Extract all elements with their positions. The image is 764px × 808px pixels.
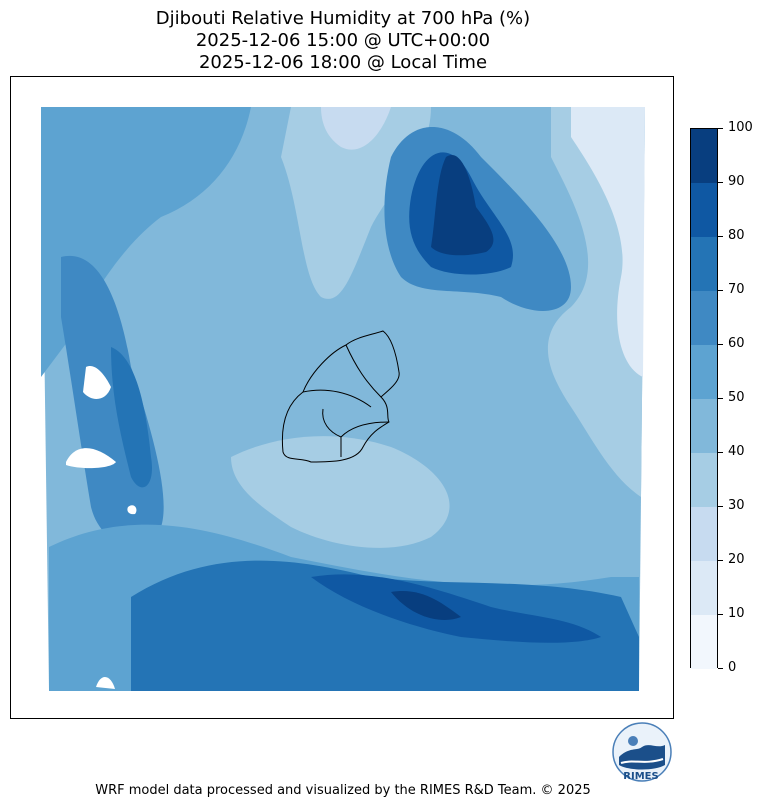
contour-west-band-dark bbox=[111, 347, 152, 488]
colorbar-tick-mark bbox=[718, 397, 723, 399]
contour-east-lighter bbox=[571, 107, 645, 377]
colorbar-tick-mark bbox=[718, 181, 723, 183]
colorbar-tick-label: 60 bbox=[728, 336, 745, 351]
colorbar-band-4 bbox=[691, 399, 717, 453]
colorbar-band-1 bbox=[691, 561, 717, 615]
colorbar-tick-mark bbox=[718, 235, 723, 237]
colorbar-tick-mark bbox=[718, 667, 723, 669]
map-subtitle-utc: 2025-12-06 15:00 @ UTC+00:00 bbox=[195, 30, 491, 51]
colorbar-tick-label: 30 bbox=[728, 498, 745, 513]
colorbar-band-3 bbox=[691, 453, 717, 507]
colorbar-band-9 bbox=[691, 129, 717, 183]
missing-patch-2 bbox=[66, 448, 116, 469]
region-border-2 bbox=[345, 344, 382, 398]
contour-south-dark bbox=[391, 591, 461, 620]
colorbar-tick-label: 0 bbox=[728, 660, 737, 675]
colorbar-tick-label: 100 bbox=[728, 120, 753, 135]
contour-south-mid bbox=[131, 560, 639, 691]
djibouti-outline bbox=[281, 330, 400, 463]
colorbar-tick-label: 50 bbox=[728, 390, 745, 405]
colorbar-tick-mark bbox=[718, 505, 723, 507]
humidity-map bbox=[41, 107, 645, 691]
colorbar bbox=[690, 128, 718, 669]
map-frame: RIMES bbox=[10, 76, 674, 782]
map-subtitle-local: 2025-12-06 18:00 @ Local Time bbox=[198, 52, 488, 73]
contour-south-core bbox=[311, 574, 601, 643]
colorbar-tick-label: 70 bbox=[728, 282, 745, 297]
colorbar-tick-mark bbox=[718, 127, 723, 129]
colorbar-tick-mark bbox=[718, 451, 723, 453]
logo-text: RIMES bbox=[623, 771, 659, 782]
colorbar-tick-label: 80 bbox=[728, 228, 745, 243]
missing-patch-3 bbox=[127, 505, 137, 515]
country-borders bbox=[281, 330, 400, 463]
colorbar-tick-label: 10 bbox=[728, 606, 745, 621]
colorbar-tick-mark bbox=[718, 343, 723, 345]
missing-patch-4 bbox=[96, 677, 115, 689]
rimes-logo bbox=[612, 722, 672, 782]
contour-west-light bbox=[41, 107, 251, 377]
footer-credit: WRF model data processed and visualized … bbox=[95, 783, 591, 798]
map-title: Djibouti Relative Humidity at 700 hPa (%… bbox=[155, 8, 531, 29]
contour-north-lighter bbox=[321, 107, 391, 150]
colorbar-tick-label: 20 bbox=[728, 552, 745, 567]
region-border-3 bbox=[322, 408, 342, 457]
colorbar-band-7 bbox=[691, 237, 717, 291]
contour-ne-core bbox=[431, 155, 494, 256]
colorbar-band-5 bbox=[691, 345, 717, 399]
colorbar-band-8 bbox=[691, 183, 717, 237]
colorbar-band-0 bbox=[691, 615, 717, 669]
colorbar-tick-mark bbox=[718, 613, 723, 615]
contour-central-light bbox=[231, 436, 450, 548]
colorbar-tick-mark bbox=[718, 289, 723, 291]
colorbar-tick-mark bbox=[718, 559, 723, 561]
colorbar-band-6 bbox=[691, 291, 717, 345]
region-border-1 bbox=[302, 389, 372, 408]
colorbar-tick-label: 90 bbox=[728, 174, 745, 189]
region-border-4 bbox=[340, 421, 390, 438]
colorbar-band-2 bbox=[691, 507, 717, 561]
colorbar-tick-label: 40 bbox=[728, 444, 745, 459]
missing-patch-1 bbox=[83, 366, 111, 399]
